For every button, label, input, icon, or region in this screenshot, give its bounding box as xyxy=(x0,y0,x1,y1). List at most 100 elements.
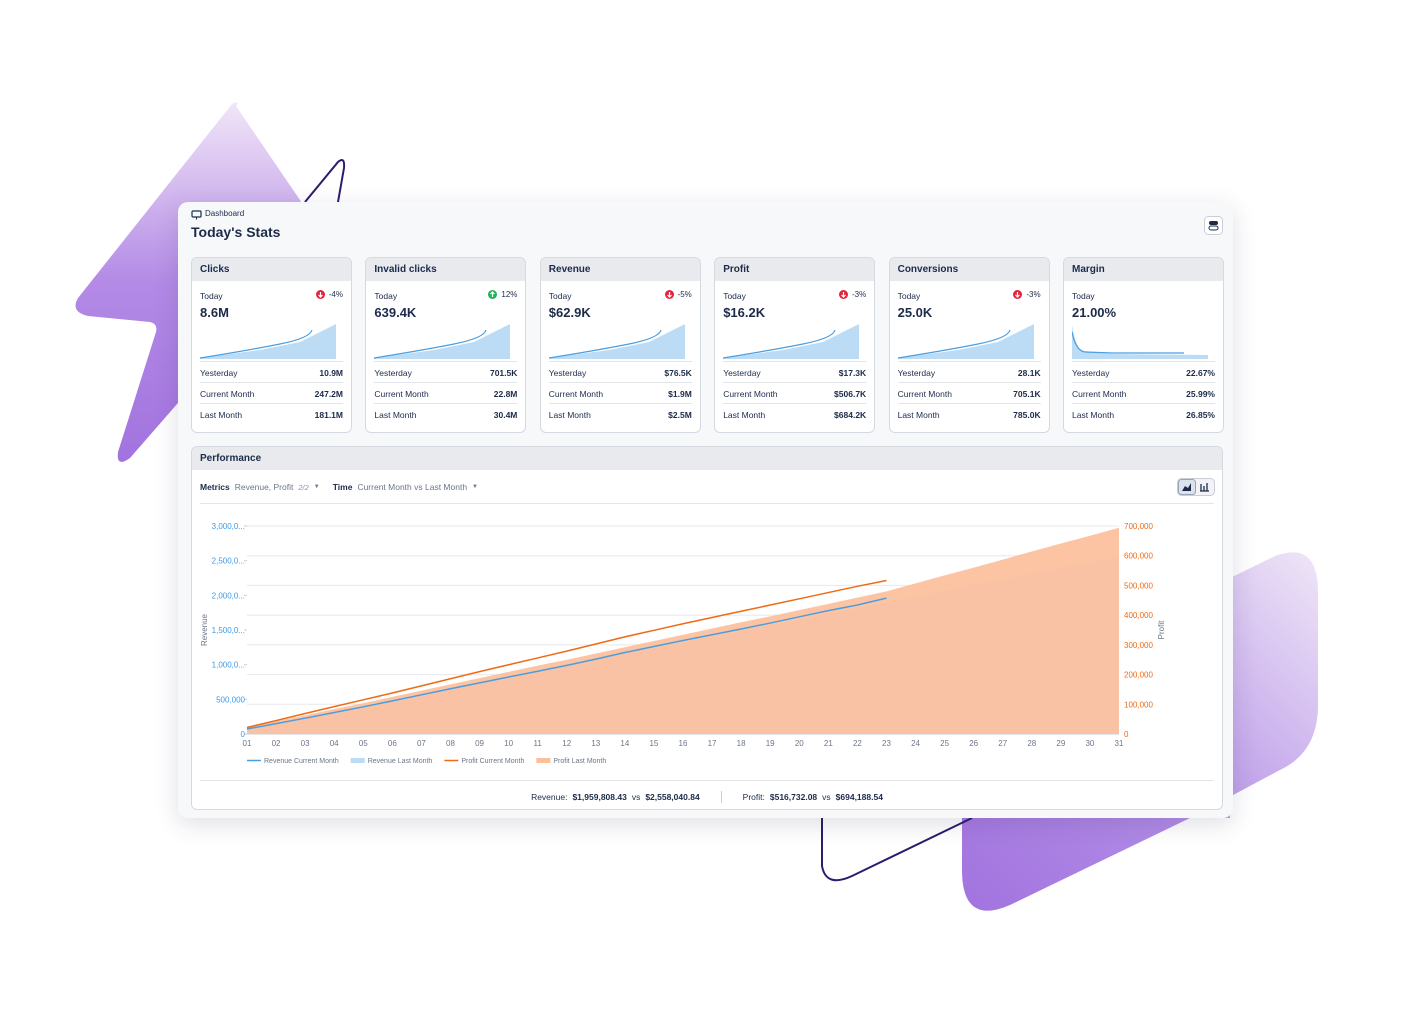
stat-row: Yesterday 22.67% xyxy=(1072,361,1215,383)
x-tick-label: 23 xyxy=(882,739,891,748)
row-label: Last Month xyxy=(897,409,940,420)
row-value: $17.3K xyxy=(838,367,867,378)
sparkline-line xyxy=(548,329,662,359)
row-label: Current Month xyxy=(1072,388,1127,399)
row-value: 181.1M xyxy=(314,409,343,420)
legend-label: Profit Current Month xyxy=(461,758,524,765)
row-value: 785.0K xyxy=(1013,409,1041,420)
row-value: $2.5M xyxy=(668,409,692,420)
change-value: -3% xyxy=(1026,290,1041,299)
sparkline xyxy=(200,324,336,359)
y-axis-title: Revenue xyxy=(200,613,209,646)
x-tick-label: 24 xyxy=(911,739,920,748)
summary-value: $516,732.08 xyxy=(769,792,818,802)
icon-arrow xyxy=(1015,292,1021,298)
x-tick-label: 02 xyxy=(272,739,281,748)
sparkline xyxy=(723,324,860,359)
row-label: Current Month xyxy=(548,388,604,399)
row-value: $506.7K xyxy=(834,388,867,399)
stat-card: Conversions Today 25.0K -3% Yesterday 28.1K Cu… xyxy=(888,257,1050,433)
stat-row: Last Month 181.1M xyxy=(200,403,343,425)
row-label: Yesterday xyxy=(897,367,936,378)
x-tick-label: 26 xyxy=(969,739,978,748)
icon-arrow xyxy=(317,292,323,298)
row-value: 705.1K xyxy=(1013,388,1041,399)
today-label: Today xyxy=(374,291,398,301)
summary-label: Profit: xyxy=(742,792,765,802)
dropdown-caret[interactable]: ▼ xyxy=(313,484,320,490)
x-tick-label: 22 xyxy=(853,739,862,748)
line-series xyxy=(246,579,887,729)
change-badge: -4% xyxy=(315,290,343,299)
stat-row: Yesterday 28.1K xyxy=(897,361,1041,383)
x-tick-label: 08 xyxy=(446,739,455,748)
sparkline-area xyxy=(200,324,336,359)
time-select[interactable]: Current Month vs Last Month xyxy=(357,482,468,492)
row-label: Last Month xyxy=(548,409,591,420)
y2-tick-label: 0 xyxy=(1124,730,1129,739)
sparkline-area xyxy=(374,324,511,359)
chart-type-toggle[interactable] xyxy=(1177,478,1215,496)
filters: Metrics Revenue, Profit 2/2 ▼ Time Curre… xyxy=(200,482,478,492)
metrics-label: Metrics xyxy=(200,482,230,492)
change-value: -3% xyxy=(851,290,867,299)
stat-row: Last Month 26.85% xyxy=(1072,403,1215,425)
sparkline-line xyxy=(723,329,836,359)
stat-row: Yesterday $17.3K xyxy=(723,361,867,383)
change-icon xyxy=(838,290,848,299)
stat-row: Last Month 30.4M xyxy=(374,403,518,425)
sparkline xyxy=(374,324,511,359)
dropdown-caret[interactable]: ▼ xyxy=(472,484,478,490)
change-badge: -3% xyxy=(1013,290,1041,299)
x-tick-label: 10 xyxy=(504,739,513,748)
y2-tick-label: 300,000 xyxy=(1124,641,1153,650)
card-title: Margin xyxy=(1064,258,1223,281)
row-label: Current Month xyxy=(897,388,952,399)
sparkline xyxy=(897,324,1034,359)
stat-row: Current Month $506.7K xyxy=(723,382,867,404)
row-value: 26.85% xyxy=(1186,409,1215,420)
x-tick-label: 09 xyxy=(475,739,484,748)
row-label: Current Month xyxy=(723,388,778,399)
metrics-select[interactable]: Revenue, Profit xyxy=(234,482,294,492)
today-label: Today xyxy=(200,291,223,301)
stat-card: Clicks Today 8.6M -4% Yesterday 10.9M Current … xyxy=(191,257,352,433)
y-tick-label: 0 xyxy=(241,730,246,739)
row-label: Last Month xyxy=(1072,409,1115,420)
sparkline-area xyxy=(723,324,860,359)
row-value: 22.67% xyxy=(1186,367,1215,378)
stat-row: Current Month 25.99% xyxy=(1072,382,1215,404)
stat-row: Current Month 247.2M xyxy=(200,382,343,404)
row-value: 701.5K xyxy=(489,367,518,378)
breadcrumb[interactable]: Dashboard xyxy=(205,209,245,218)
settings-button[interactable] xyxy=(1204,216,1223,235)
change-badge: 12% xyxy=(488,290,517,299)
x-tick-label: 04 xyxy=(330,739,339,748)
row-label: Last Month xyxy=(723,409,766,420)
row-value: $76.5K xyxy=(664,367,692,378)
legend-label: Revenue Current Month xyxy=(264,758,339,765)
today-value: 639.4K xyxy=(374,305,417,320)
today-label: Today xyxy=(548,291,572,301)
row-value: 10.9M xyxy=(319,367,343,378)
change-badge: -5% xyxy=(664,290,692,299)
row-value: 22.8M xyxy=(493,388,518,399)
x-tick-label: 15 xyxy=(649,739,658,748)
stat-card: Invalid clicks Today 639.4K 12% Yesterday 701… xyxy=(365,257,527,433)
x-tick-label: 29 xyxy=(1056,739,1065,748)
summary-vs: vs xyxy=(822,792,831,802)
change-icon xyxy=(488,290,498,299)
x-tick-label: 30 xyxy=(1085,739,1094,748)
change-icon xyxy=(315,290,325,299)
x-tick-label: 20 xyxy=(795,739,804,748)
x-tick-label: 05 xyxy=(359,739,368,748)
y2-tick-label: 400,000 xyxy=(1124,611,1153,620)
today-value: $16.2K xyxy=(723,305,766,320)
change-icon xyxy=(664,290,674,299)
stat-card: Profit Today $16.2K -3% Yesterday $17.3K Curre… xyxy=(714,257,876,433)
monitor-icon xyxy=(191,210,202,220)
today-label: Today xyxy=(1072,291,1095,301)
x-tick-label: 01 xyxy=(243,739,252,748)
row-value: 25.99% xyxy=(1186,388,1215,399)
